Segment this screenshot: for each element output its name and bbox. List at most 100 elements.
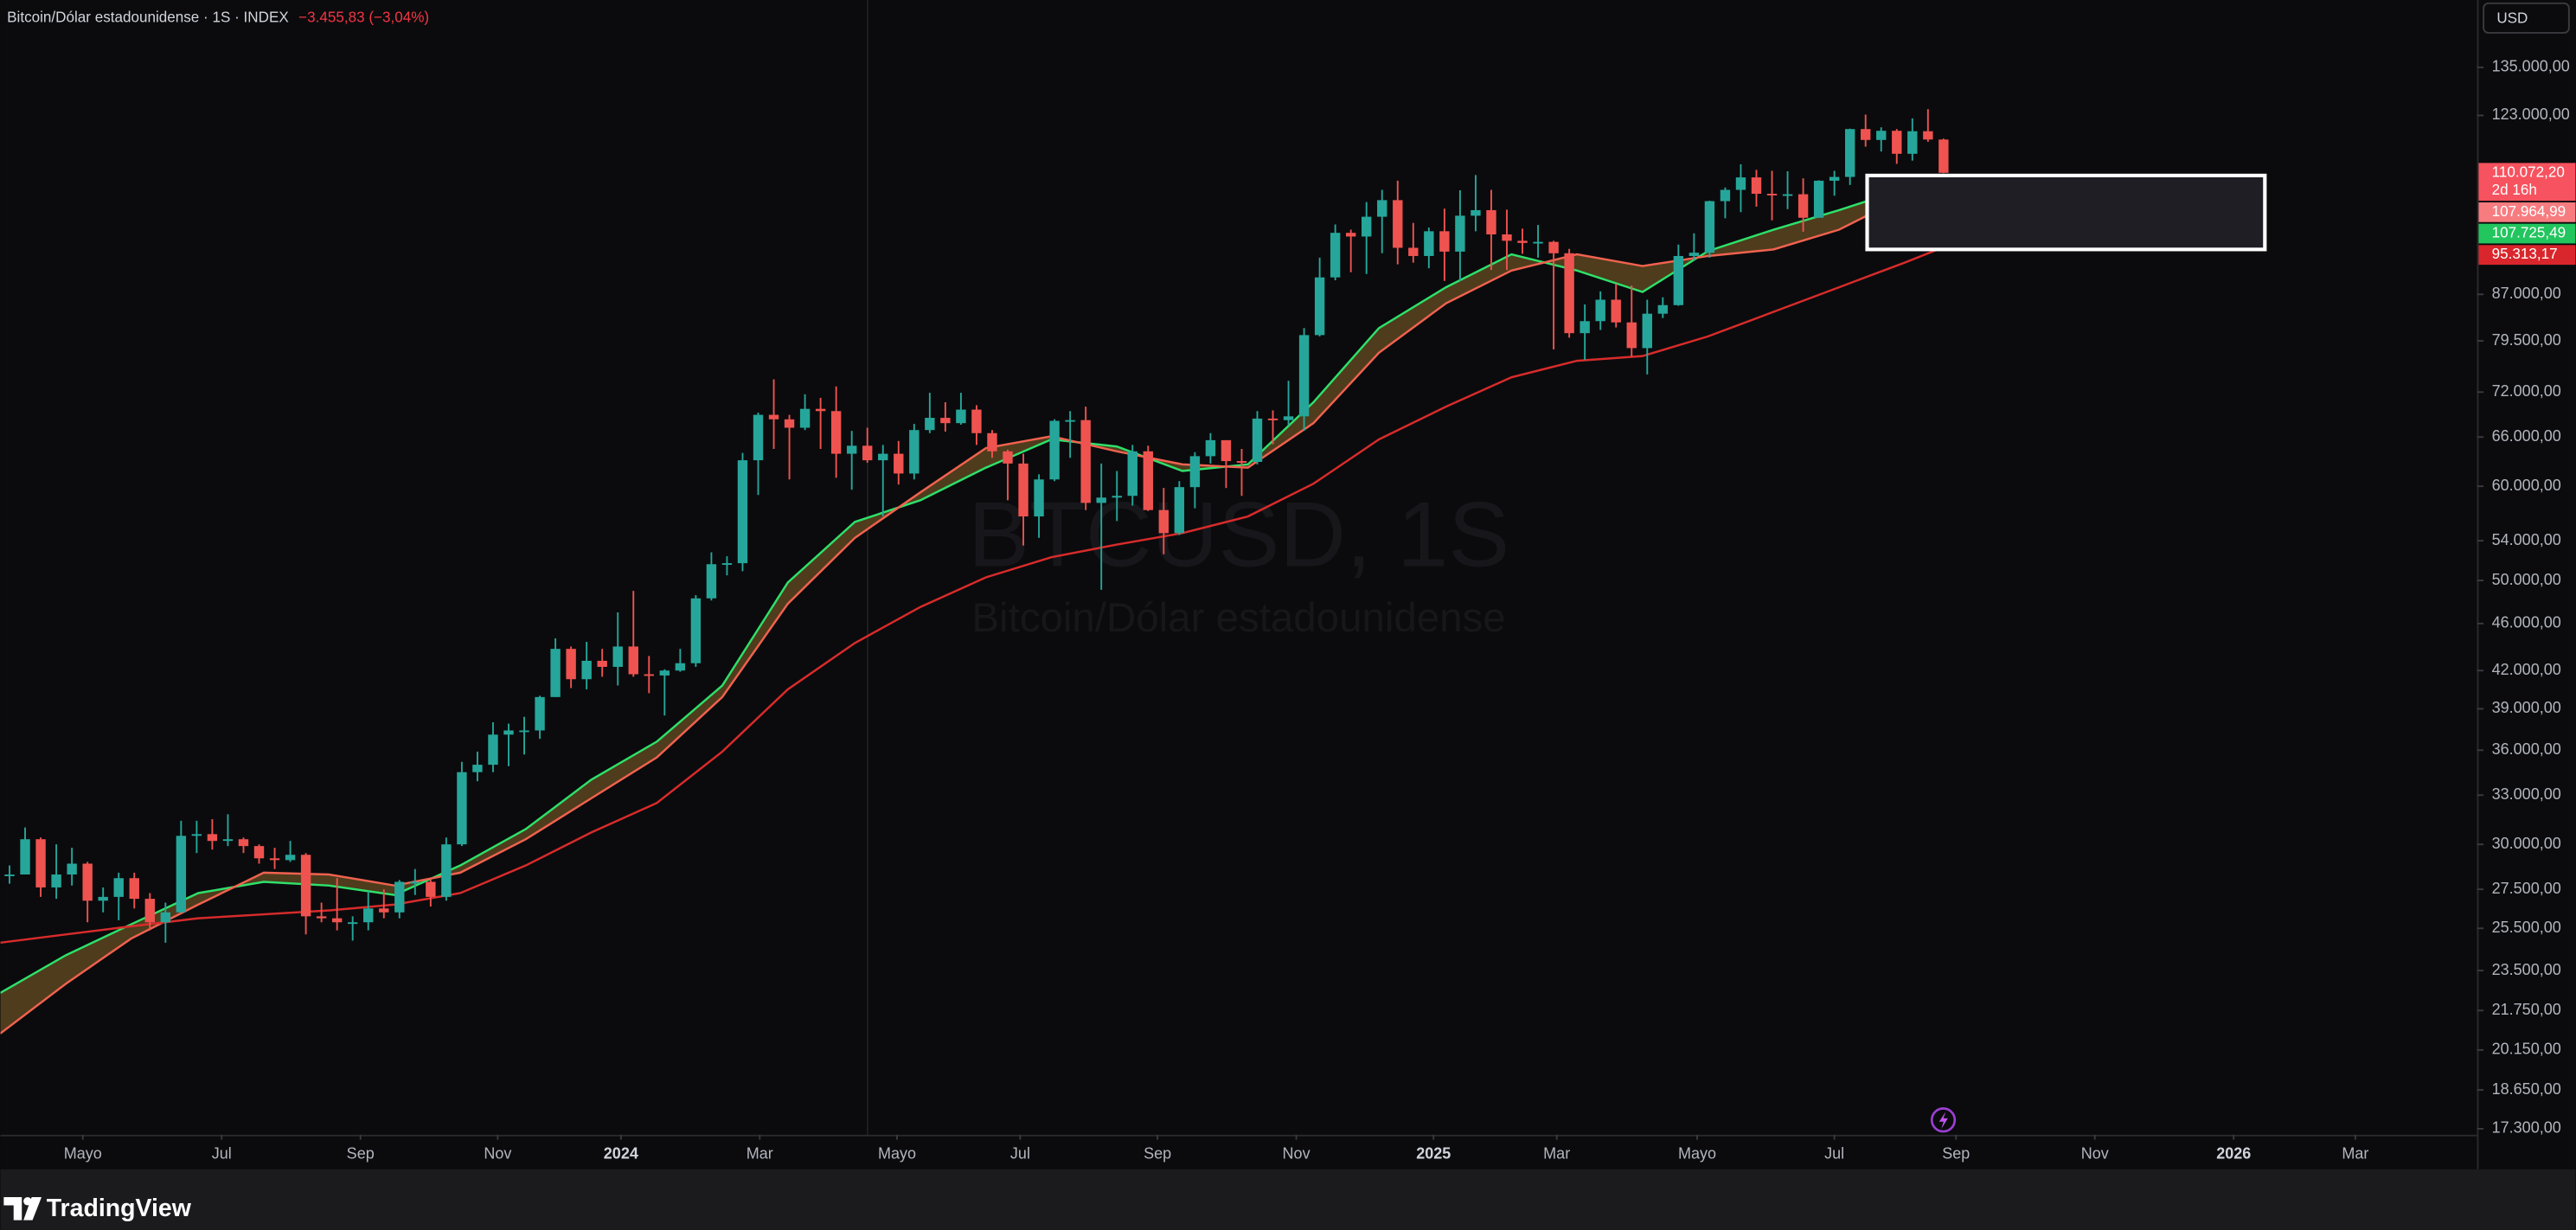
candle-body [1080, 420, 1091, 503]
candle-body [222, 839, 234, 842]
candle-body [925, 418, 935, 431]
candle-body [1345, 233, 1356, 237]
candle-body [113, 878, 124, 897]
y-tick-label: 66.000,00 [2492, 427, 2561, 445]
candle-body [331, 918, 343, 923]
x-tick-label: Sep [1942, 1144, 1970, 1162]
candle-body [1782, 194, 1793, 196]
candle-body [1861, 129, 1871, 140]
candle-body [67, 863, 77, 875]
candle-body [1283, 416, 1294, 420]
candle-body [1096, 497, 1106, 503]
candle-body [628, 646, 638, 675]
candle-body [644, 674, 654, 676]
candle-body [940, 418, 951, 424]
candle-body [1205, 439, 1216, 457]
candle-body [1766, 193, 1778, 195]
candle-body [4, 874, 15, 876]
candle-body [612, 646, 623, 667]
lightning-icon[interactable] [1930, 1107, 1957, 1133]
candle-body [1112, 496, 1122, 498]
x-tick-label: Jul [1824, 1144, 1844, 1162]
price-tag-label: 107.964,99 [2492, 203, 2566, 220]
time-axis: Mayo Jul Sep Nov 2024 Mar Mayo Jul Sep Nov 2025 Mar… [64, 1134, 2368, 1162]
drawn-rectangle [1865, 173, 2267, 252]
candle-body [519, 730, 529, 733]
price-tag-label: 95.313,17 [2492, 246, 2558, 262]
candle-body [799, 408, 811, 428]
candle-body [20, 839, 30, 875]
currency-label[interactable]: USD [2496, 10, 2528, 26]
price-tag [2478, 223, 2576, 244]
x-tick-label: 2024 [604, 1144, 638, 1162]
candle-body [909, 430, 920, 474]
y-tick-label: 25.500,00 [2492, 919, 2561, 936]
candle-body [363, 908, 374, 923]
y-tick-label: 30.000,00 [2492, 835, 2561, 852]
candle-body [1439, 231, 1450, 252]
candle-body [862, 445, 873, 461]
candle-body [1455, 215, 1465, 252]
x-tick-label: Mar [1543, 1144, 1570, 1162]
x-tick-label: 2025 [1416, 1144, 1451, 1162]
candle-body [1189, 456, 1201, 488]
y-tick-label: 17.300,00 [2492, 1119, 2561, 1137]
y-tick-label: 36.000,00 [2492, 740, 2561, 758]
candle-body [426, 881, 436, 897]
candle-body [597, 660, 607, 667]
candle-body [1034, 479, 1044, 517]
candle-body [1844, 129, 1855, 177]
y-tick-label: 27.500,00 [2492, 880, 2561, 897]
currency-button[interactable] [2483, 2, 2570, 34]
candle-body [566, 649, 576, 680]
watermark-title: BTCUSD, 1S [968, 484, 1509, 586]
candle-body [1923, 131, 1933, 140]
candle-body [956, 409, 966, 424]
candle-body [316, 916, 327, 919]
candle-body [1548, 241, 1559, 253]
y-tick-label: 23.500,00 [2492, 961, 2561, 978]
watermark-subtitle: Bitcoin/Dólar estadounidense [971, 595, 1505, 641]
candle-body [51, 874, 61, 887]
candle-body [1720, 189, 1731, 202]
candle-body [129, 878, 139, 900]
candle-body [441, 844, 452, 897]
candle-body [737, 460, 748, 564]
symbol-title: Bitcoin/Dólar estadounidense · 1S · INDE… [7, 9, 289, 25]
candle-body [1236, 461, 1247, 463]
y-tick-label: 42.000,00 [2492, 661, 2561, 678]
moving-average-line [0, 246, 1945, 945]
x-tick-label: Mayo [1678, 1144, 1716, 1162]
candle-body [1003, 451, 1013, 464]
brand-name[interactable]: TradingView [47, 1195, 192, 1222]
candle-body [191, 834, 202, 836]
candle-body [1471, 209, 1481, 216]
candle-body [784, 419, 795, 428]
candle-body [830, 411, 842, 454]
candle-body [659, 670, 670, 676]
moving-average-line [0, 182, 1945, 1035]
candle-body [1797, 194, 1809, 218]
candle-body [894, 453, 904, 474]
x-tick-label: Sep [1144, 1144, 1171, 1162]
candle-body [207, 834, 218, 842]
candle-body [1688, 253, 1700, 256]
x-tick-label: Jul [1010, 1144, 1030, 1162]
candle-body [1174, 487, 1185, 534]
candle-body [1657, 304, 1669, 314]
candle-body [987, 432, 997, 452]
candle-body [1829, 176, 1840, 181]
candle-body [878, 453, 888, 461]
brand-logo[interactable]: TradingView [3, 1195, 192, 1222]
candle-body [971, 409, 982, 433]
y-tick-label: 21.750,00 [2492, 1001, 2561, 1018]
candle-body [457, 772, 467, 845]
candle-body [1362, 216, 1372, 237]
x-tick-label: Nov [1283, 1144, 1310, 1162]
candle-body [706, 564, 717, 599]
candle-body [535, 696, 545, 731]
candle-body [1330, 233, 1341, 278]
y-tick-label: 72.000,00 [2492, 382, 2561, 400]
candle-body [1127, 451, 1137, 496]
